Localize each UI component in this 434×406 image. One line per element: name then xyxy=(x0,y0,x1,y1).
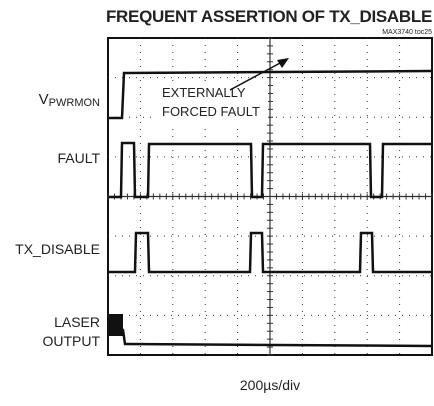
label-main: V xyxy=(39,91,49,108)
annotation-bg xyxy=(156,84,268,124)
annotation: FORCED FAULT xyxy=(162,104,260,119)
label-subscript: PWRMON xyxy=(49,97,100,109)
figure-title: FREQUENT ASSERTION OF TX_DISABLE xyxy=(106,7,432,26)
trace-label: LASER xyxy=(54,314,100,330)
annotation-arrow xyxy=(229,61,283,91)
laser-burst xyxy=(109,314,123,336)
arrow-head xyxy=(277,58,289,68)
trace-tx-disable xyxy=(109,231,431,274)
trace-label: OUTPUT xyxy=(42,333,100,349)
trace-laser-output xyxy=(109,328,432,348)
trace-label: VPWRMON xyxy=(39,91,100,109)
trace-fault xyxy=(109,141,431,199)
trace-label: FAULT xyxy=(57,150,100,166)
timebase: 200µs/div xyxy=(240,377,300,393)
figure-subtitle: MAX3740 toc25 xyxy=(382,29,432,36)
trace-label: TX_DISABLE xyxy=(15,241,100,257)
trace-vpwrmon xyxy=(109,69,432,120)
annotation: EXTERNALLY xyxy=(162,85,246,100)
